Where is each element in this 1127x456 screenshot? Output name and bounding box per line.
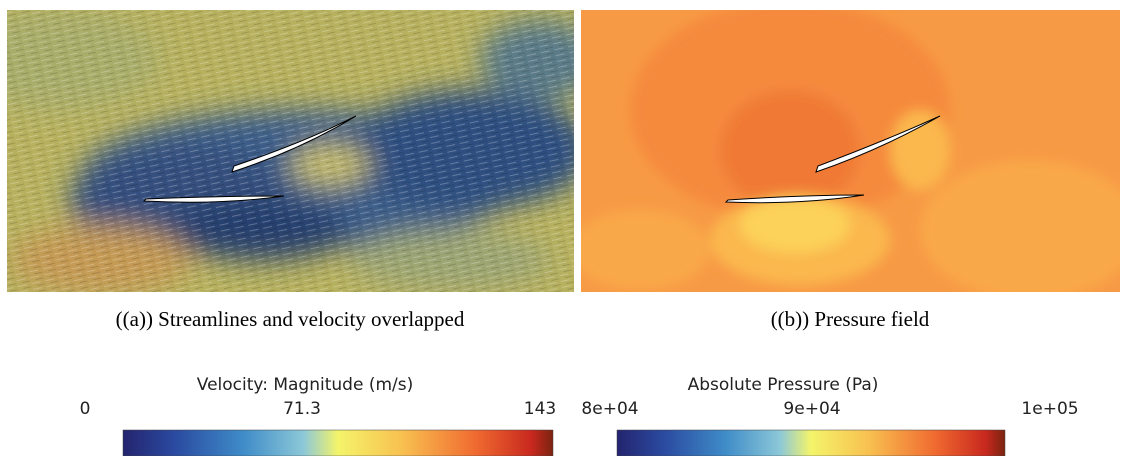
colorbar-title: Absolute Pressure (Pa) [688,375,879,395]
colorbar-tick: 8e+04 [581,399,638,419]
colorbar-title: Velocity: Magnitude (m/s) [197,375,413,395]
caption: ((b)) Pressure field [771,307,930,331]
colorbar [616,429,1006,456]
colorbar [122,429,554,456]
colorbar-tick: 143 [524,399,556,419]
caption: ((a)) Streamlines and velocity overlappe… [116,307,465,331]
colorbar-tick: 9e+04 [783,399,840,419]
colorbar-tick: 71.3 [283,399,321,419]
pressure-image [581,10,1120,292]
velocity-image [7,10,574,292]
colorbar-tick: 0 [80,399,91,419]
colorbar-tick: 1e+05 [1021,399,1078,419]
